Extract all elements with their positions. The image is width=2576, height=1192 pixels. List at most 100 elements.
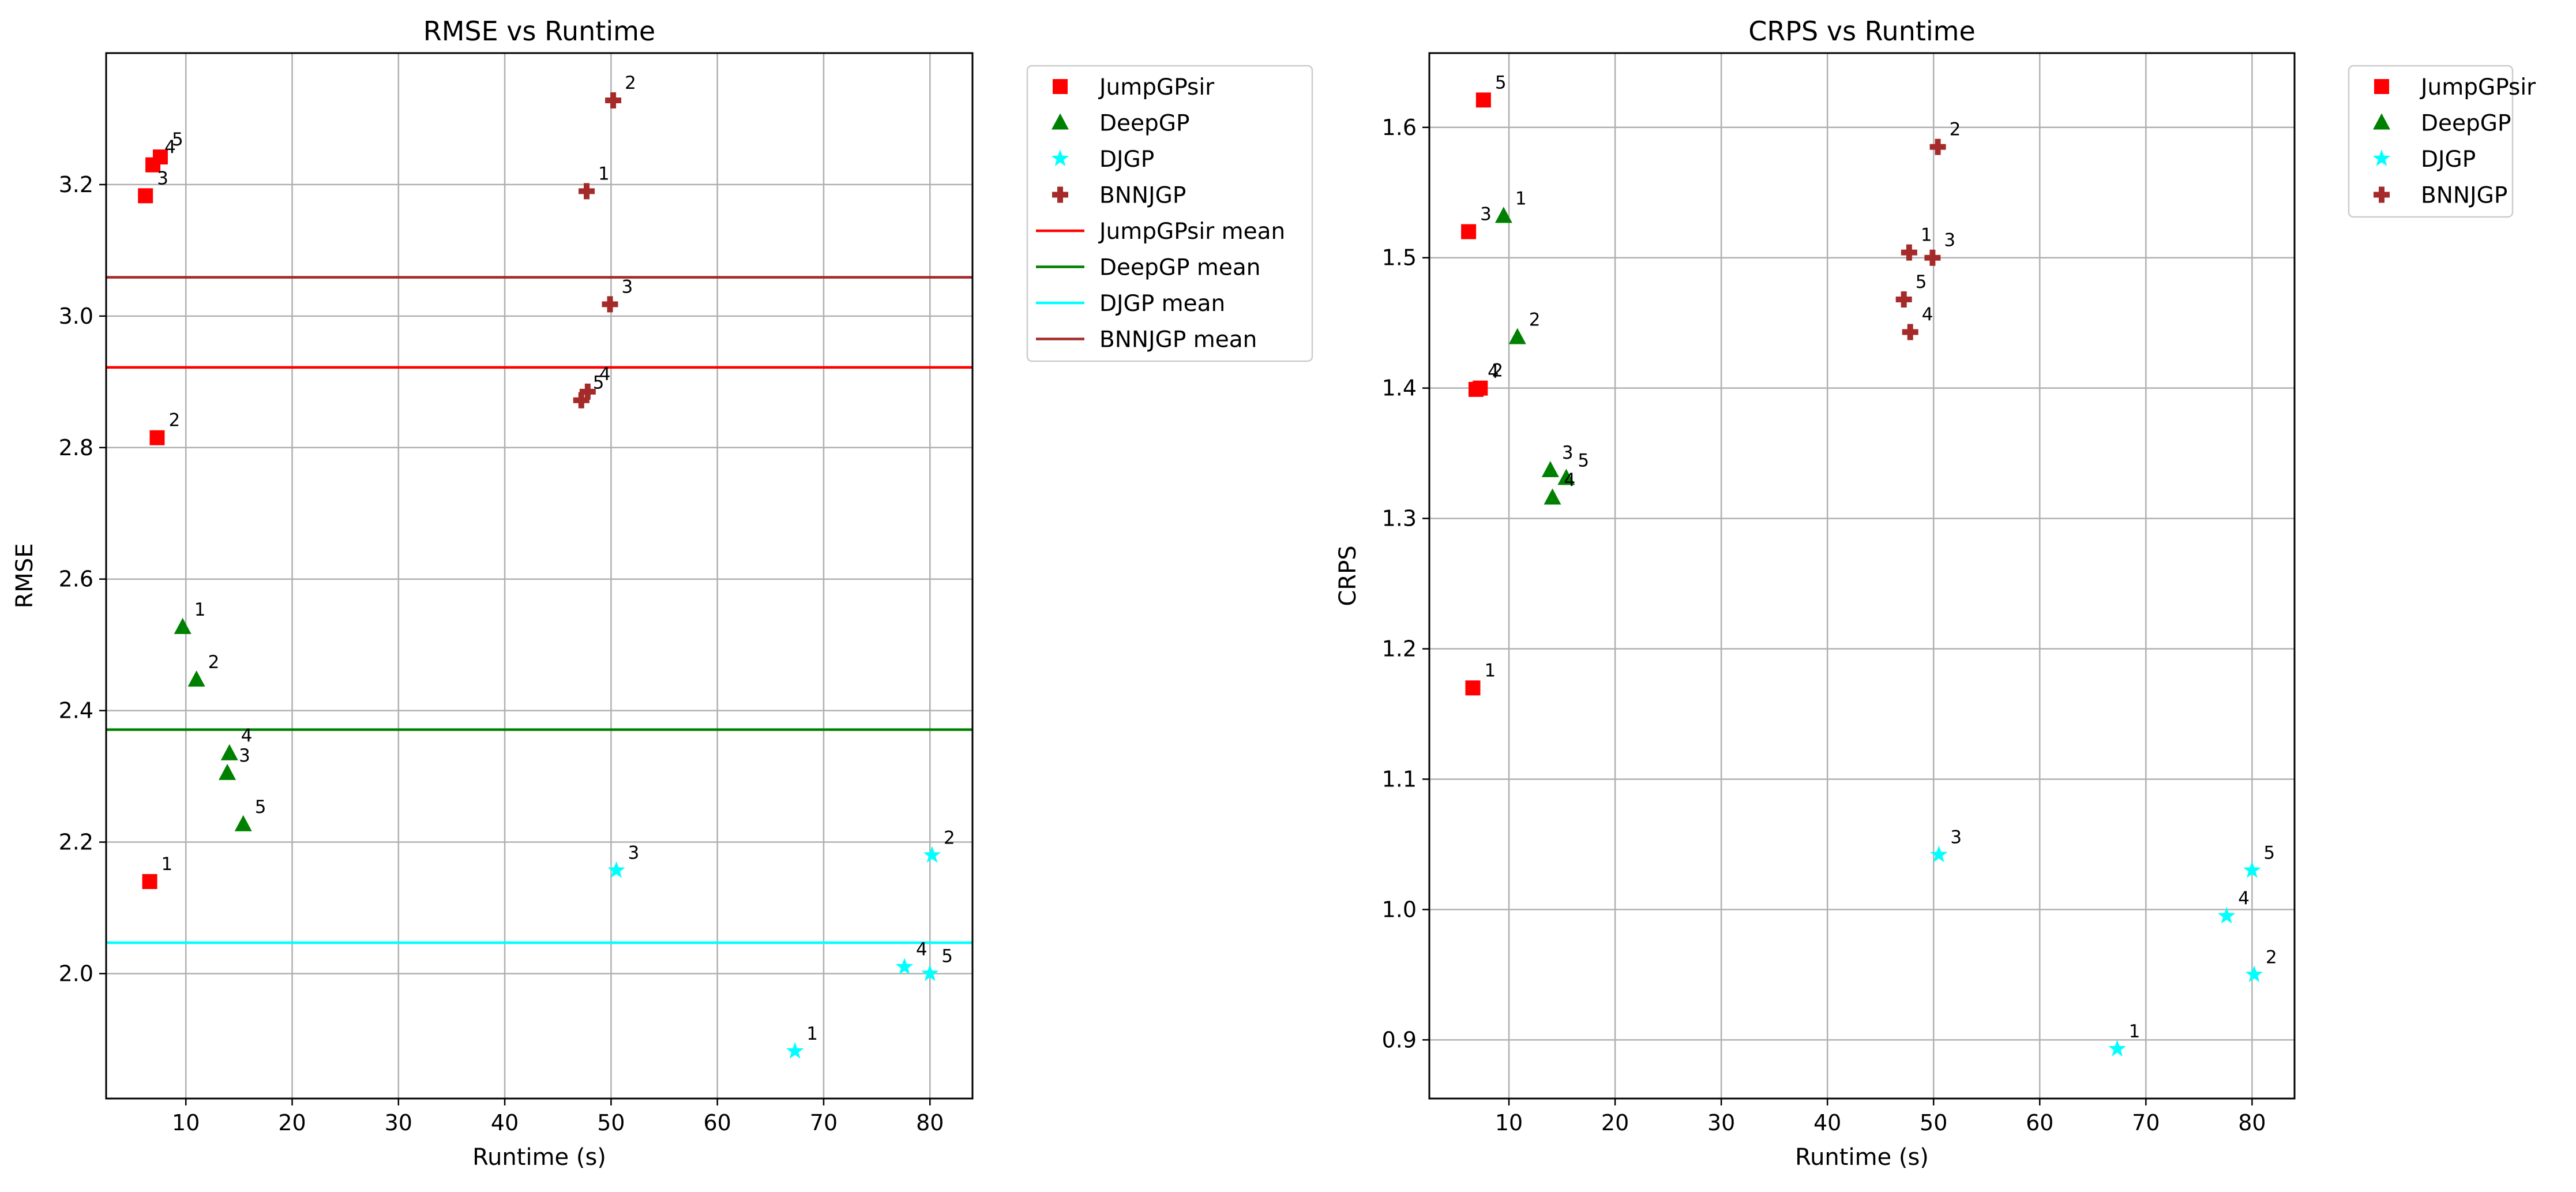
crps-bnnjgp-point	[1901, 244, 1917, 261]
crps-djgp-point	[2243, 861, 2261, 878]
crps-y-tick-label: 0.9	[1382, 1027, 1417, 1052]
crps-point-label: 3	[1480, 204, 1492, 225]
crps-point-label: 5	[1578, 451, 1589, 471]
rmse-legend-djgp-label: DJGP	[1099, 147, 1154, 173]
crps-point-label: 4	[2238, 889, 2250, 909]
rmse-djgp-point	[786, 1041, 804, 1059]
rmse-x-tick-label: 60	[704, 1110, 731, 1135]
crps-x-axis-label: Runtime (s)	[1795, 1144, 1929, 1171]
rmse-x-tick-label: 40	[491, 1110, 519, 1135]
rmse-djgp-point	[921, 964, 939, 981]
rmse-point-label: 3	[628, 843, 640, 864]
rmse-point-label: 5	[255, 797, 266, 818]
rmse-legend-bnnjgp-mean-label: BNNJGP mean	[1099, 327, 1257, 353]
rmse-y-tick-label: 2.0	[59, 961, 93, 986]
crps-grid	[1429, 53, 2295, 1099]
crps-djgp-point	[2245, 965, 2263, 983]
rmse-point-label: 1	[598, 163, 610, 184]
crps-y-tick-label: 1.5	[1382, 245, 1417, 271]
rmse-x-axis-label: Runtime (s)	[472, 1144, 606, 1171]
rmse-bnnjgp-point	[573, 392, 589, 408]
crps-bnnjgp-point	[1924, 249, 1941, 266]
crps-point-label: 1	[1515, 188, 1527, 209]
rmse-mean-lines	[106, 276, 972, 944]
rmse-bnnjgp-point	[602, 296, 618, 313]
crps-chart-title: CRPS vs Runtime	[1748, 16, 1976, 47]
crps-point-label: 1	[2129, 1021, 2141, 1042]
rmse-axes-frame	[105, 52, 974, 1100]
crps-legend-djgp-swatch	[2372, 149, 2391, 166]
rmse-x-tick-label: 10	[172, 1110, 200, 1135]
crps-x-tick-label: 40	[1813, 1110, 1841, 1135]
rmse-point-label: 1	[806, 1024, 818, 1044]
rmse-jumpgpsir-point	[152, 149, 168, 165]
crps-legend-jumpgpsir-swatch	[2374, 79, 2389, 94]
rmse-legend-deepgp-swatch	[1052, 113, 1069, 130]
rmse-x-tick-label: 50	[597, 1110, 625, 1135]
crps-deepgp-point	[1541, 460, 1559, 477]
crps-djgp-point	[1930, 845, 1948, 863]
crps-point-label: 5	[2263, 843, 2275, 864]
rmse-y-tick-label: 2.4	[59, 698, 93, 724]
rmse-jumpgpsir-point	[149, 430, 165, 445]
crps-djgp-point	[2218, 906, 2236, 924]
crps-point-label: 1	[1484, 660, 1496, 681]
rmse-bnnjgp-point	[605, 92, 622, 109]
crps-jumpgpsir-point	[1461, 224, 1477, 239]
crps-y-tick-label: 1.2	[1382, 636, 1417, 662]
rmse-legend-bnnjgp-swatch	[1052, 186, 1068, 203]
rmse-point-label: 2	[168, 410, 180, 431]
crps-y-tick-label: 1.1	[1382, 766, 1417, 792]
rmse-point-label: 4	[241, 726, 253, 747]
rmse-jumpgpsir-point	[142, 874, 157, 889]
rmse-legend-djgp-mean-label: DJGP mean	[1099, 291, 1225, 317]
rmse-point-label: 2	[944, 827, 955, 848]
rmse-point-label: 3	[157, 168, 168, 189]
crps-legend-box	[2348, 65, 2514, 218]
rmse-point-label: 1	[162, 854, 173, 875]
rmse-x-tick-label: 30	[385, 1110, 412, 1135]
crps-point-label: 4	[1922, 305, 1933, 325]
crps-jumpgpsir-point	[1475, 92, 1491, 108]
rmse-legend-jumpgpsir-mean-label: JumpGPsir mean	[1098, 219, 1285, 245]
crps-bnnjgp-point	[1929, 138, 1946, 155]
rmse-legend: JumpGPsir DeepGP DJGP BNNJGP JumpGPsir mean D…	[1026, 65, 1313, 362]
crps-point-label: 3	[1944, 230, 1955, 251]
rmse-djgp-point	[895, 958, 914, 974]
rmse-point-label: 4	[916, 939, 927, 960]
crps-point-label: 4	[1564, 470, 1575, 490]
crps-markers	[1461, 92, 2263, 1057]
crps-x-tick-label: 60	[2026, 1110, 2053, 1135]
rmse-x-tick-label: 80	[916, 1110, 944, 1135]
rmse-deepgp-point	[234, 815, 252, 831]
crps-legend-deepgp-swatch	[2373, 113, 2390, 130]
crps-x-tick-label: 50	[1920, 1110, 1947, 1135]
crps-legend-bnnjgp-swatch	[2374, 186, 2390, 203]
crps-djgp-point	[2108, 1040, 2126, 1057]
rmse-point-label: 4	[599, 364, 611, 385]
rmse-markers	[138, 92, 941, 1059]
rmse-djgp-point	[923, 846, 941, 863]
rmse-point-label: 2	[625, 73, 636, 93]
rmse-point-label: 2	[208, 652, 220, 673]
crps-jumpgpsir-point	[1465, 680, 1481, 696]
rmse-x-tick-label: 70	[810, 1110, 838, 1135]
crps-legend-djgp-label: DJGP	[2421, 147, 2476, 173]
crps-point-label: 2	[1950, 119, 1961, 140]
rmse-point-label: 3	[622, 276, 633, 297]
crps-x-tick-label: 10	[1495, 1110, 1523, 1135]
rmse-deepgp-point	[219, 763, 236, 780]
crps-point-label: 3	[1562, 443, 1574, 463]
rmse-bnnjgp-point	[579, 183, 595, 200]
rmse-legend-djgp-swatch	[1051, 149, 1069, 166]
crps-y-tick-label: 1.4	[1382, 376, 1417, 401]
crps-y-tick-label: 1.0	[1382, 897, 1417, 922]
rmse-legend-box	[1026, 65, 1313, 362]
rmse-y-tick-label: 3.0	[59, 303, 93, 329]
crps-deepgp-point	[1494, 207, 1512, 223]
rmse-jumpgpsir-point	[138, 188, 153, 204]
